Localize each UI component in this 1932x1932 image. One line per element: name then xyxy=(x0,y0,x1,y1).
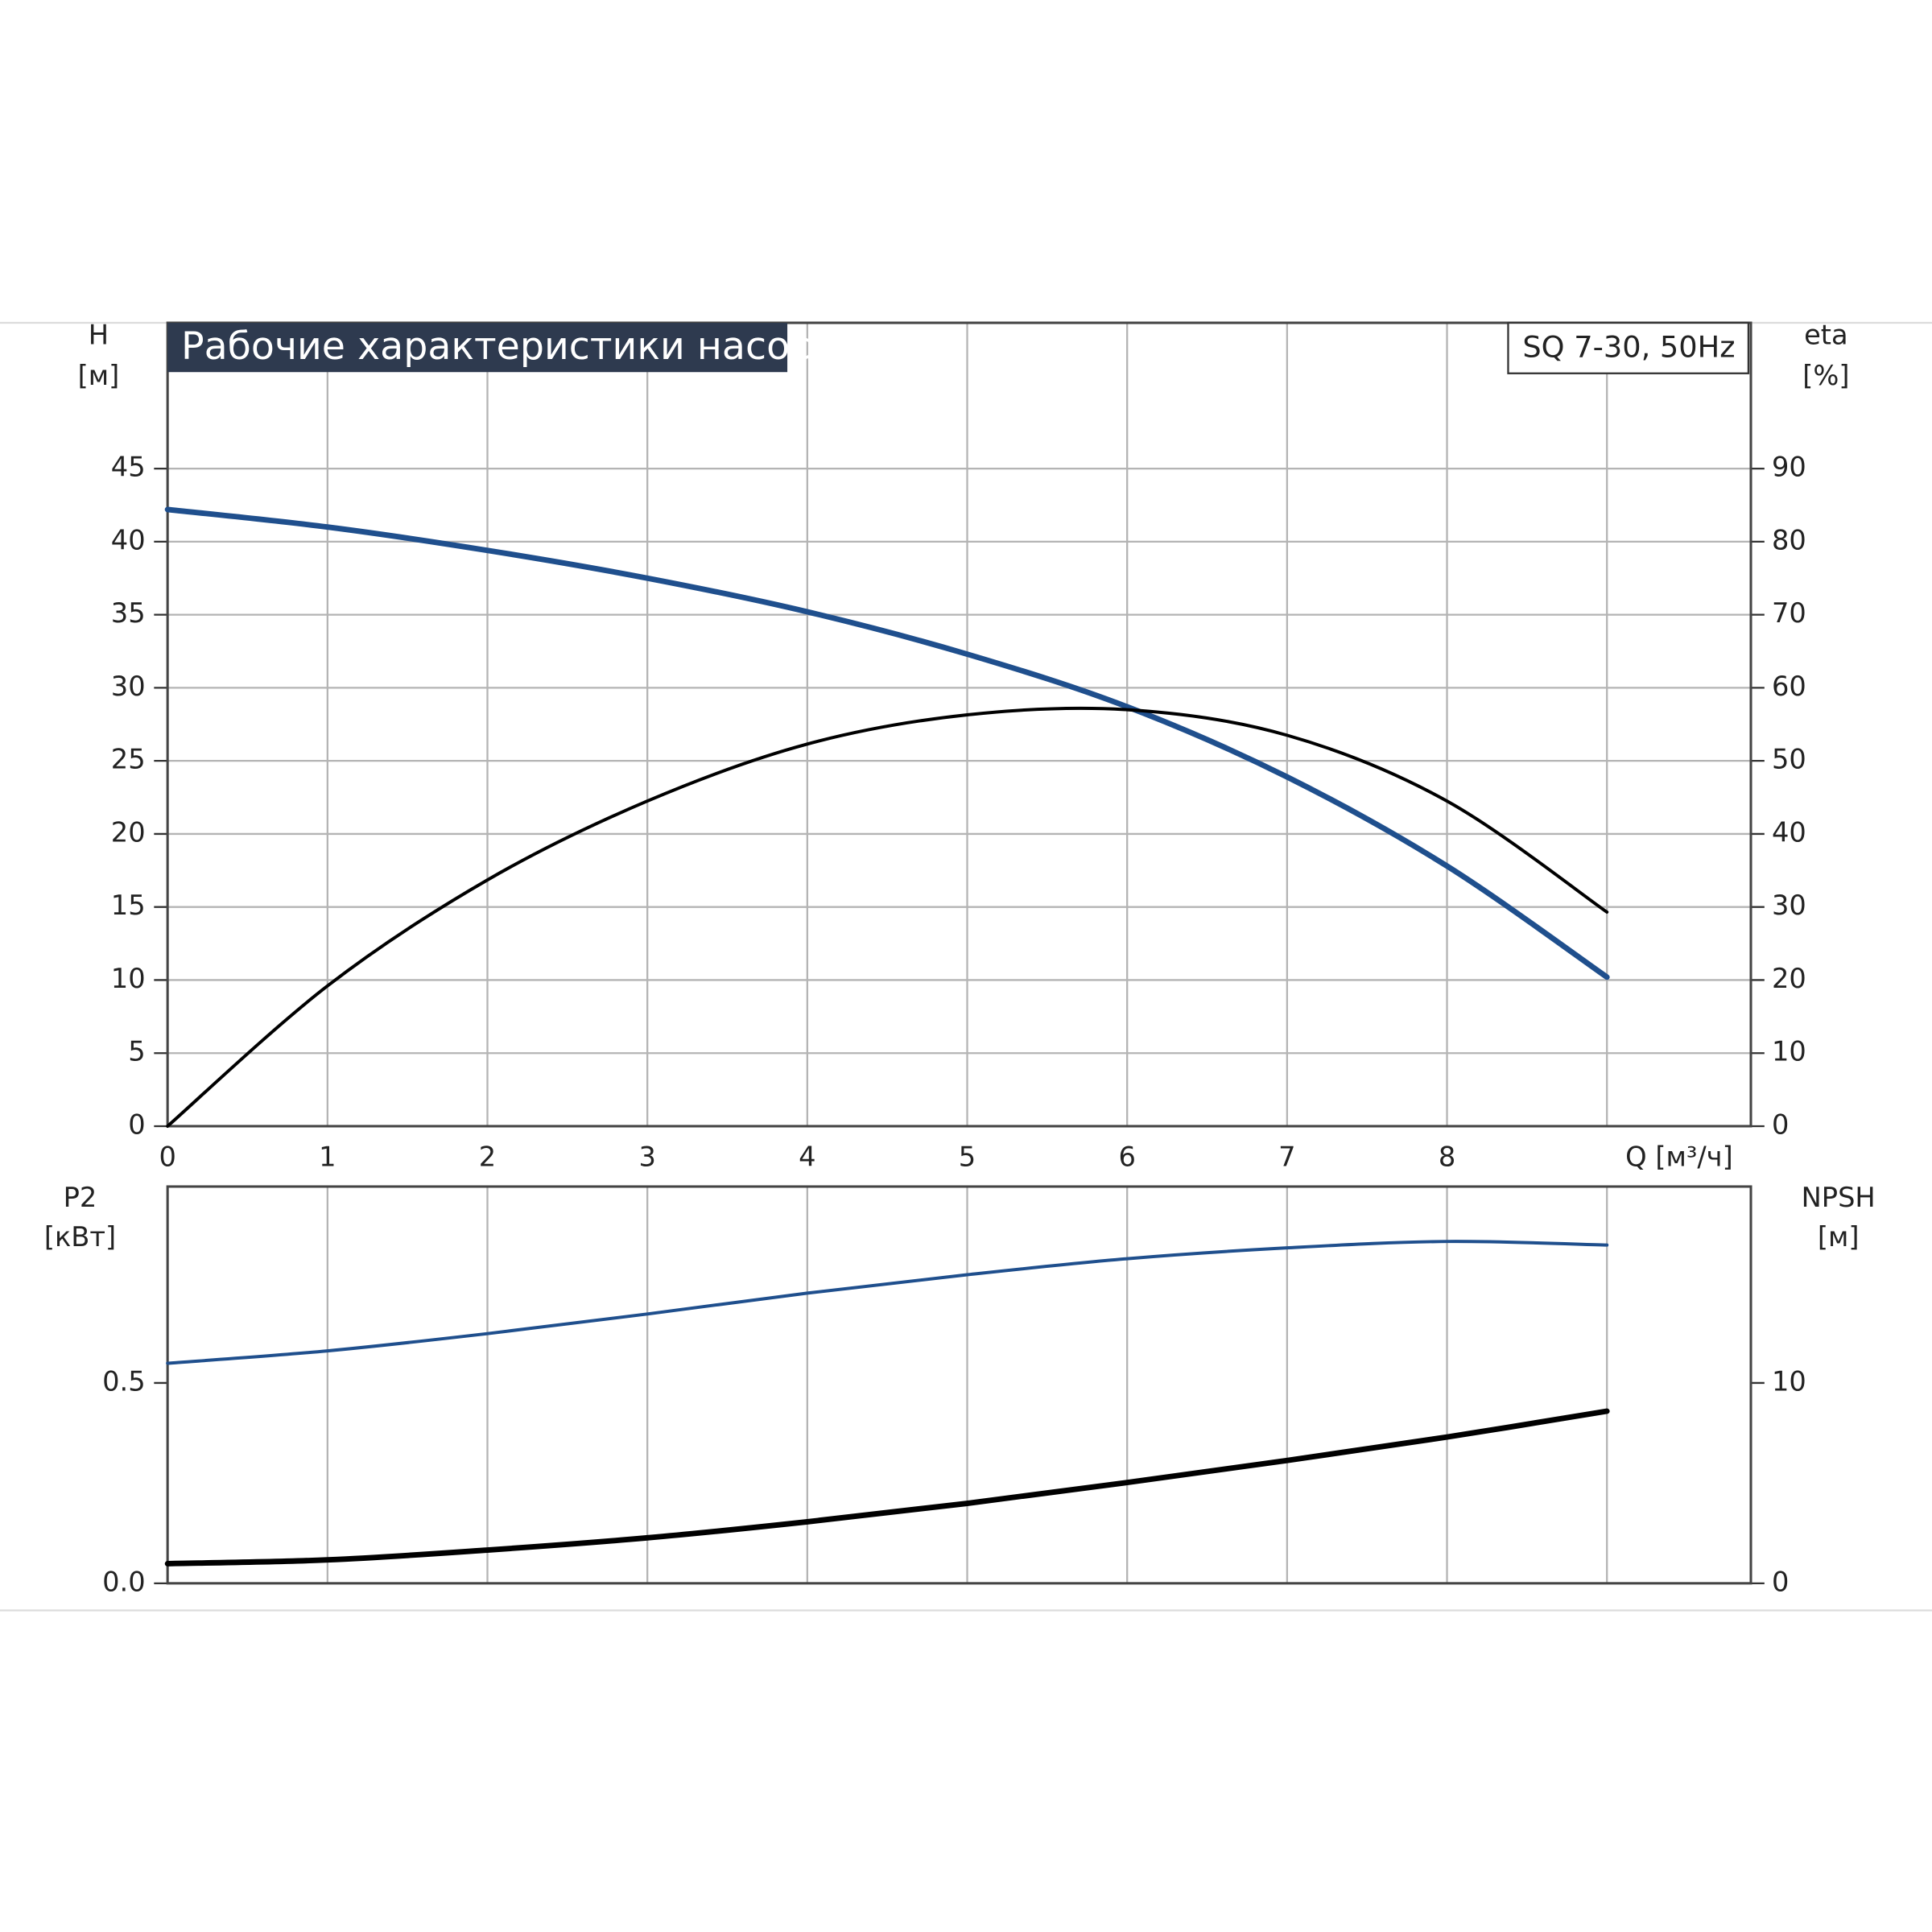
x-tick-label: 3 xyxy=(638,1141,655,1172)
x-tick-label: 0 xyxy=(159,1141,175,1172)
y2-tick-label: 0 xyxy=(1772,1108,1789,1140)
plot-frame xyxy=(166,321,1752,1128)
y-tick-label: 10 xyxy=(111,963,146,994)
y2-tick-label: 0 xyxy=(1772,1566,1789,1597)
plot-area xyxy=(167,323,1751,1126)
x-tick-label: Q [м³/ч] xyxy=(1625,1141,1733,1172)
y-tick-label: 35 xyxy=(111,597,146,629)
x-tick-label: 4 xyxy=(799,1141,815,1172)
curve xyxy=(166,1240,1609,1365)
x-tick-label: 8 xyxy=(1439,1141,1455,1172)
y-tick-label: 0.5 xyxy=(102,1365,146,1397)
chart-layer: 0510152025303540450102030405060708090H[м… xyxy=(44,319,1876,1597)
y2-tick-label: 10 xyxy=(1772,1036,1806,1067)
y2-tick-label: 20 xyxy=(1772,963,1806,994)
y2-tick-label: 70 xyxy=(1772,597,1806,629)
y-tick-label: 15 xyxy=(111,890,146,921)
title-box xyxy=(167,323,788,373)
x-tick-label: 5 xyxy=(959,1141,976,1172)
curve xyxy=(166,706,1609,1128)
y-tick-label: 20 xyxy=(111,816,146,848)
x-tick-label: 1 xyxy=(319,1141,336,1172)
y2-tick-label: 80 xyxy=(1772,524,1806,555)
y2-axis-label: eta xyxy=(1804,319,1848,350)
y-axis-label: [кВт] xyxy=(44,1221,116,1253)
y-tick-label: 0 xyxy=(128,1108,145,1140)
chart-title: Рабочие характеристики насоса xyxy=(181,324,834,369)
y-tick-label: 45 xyxy=(111,452,146,483)
plot-frame xyxy=(166,1185,1752,1585)
y2-tick-label: 30 xyxy=(1772,890,1806,921)
y2-tick-label: 90 xyxy=(1772,452,1806,483)
y-axis-label: H xyxy=(89,319,109,350)
curve xyxy=(164,506,1610,980)
model-label: SQ 7-30, 50Hz xyxy=(1522,330,1735,365)
y-tick-label: 30 xyxy=(111,671,146,702)
y2-axis-label: NPSH xyxy=(1802,1182,1876,1213)
y-axis-label: [м] xyxy=(78,360,120,391)
x-tick-label: 2 xyxy=(479,1141,496,1172)
y-tick-label: 25 xyxy=(111,744,146,775)
y2-tick-label: 60 xyxy=(1772,671,1806,702)
y2-axis-label: [м] xyxy=(1818,1221,1860,1253)
y2-tick-label: 10 xyxy=(1772,1365,1806,1397)
curve xyxy=(164,1408,1610,1567)
y-tick-label: 40 xyxy=(111,524,146,555)
y2-axis-label: [%] xyxy=(1802,360,1849,391)
x-tick-label: 6 xyxy=(1118,1141,1135,1172)
y2-tick-label: 40 xyxy=(1772,816,1806,848)
y-tick-label: 0.0 xyxy=(102,1566,146,1597)
plot-area xyxy=(167,1186,1751,1583)
y-tick-label: 5 xyxy=(128,1036,145,1067)
x-tick-label: 7 xyxy=(1278,1141,1295,1172)
y-axis-label: P2 xyxy=(64,1182,97,1213)
y2-tick-label: 50 xyxy=(1772,744,1806,775)
model-box xyxy=(1507,321,1750,374)
